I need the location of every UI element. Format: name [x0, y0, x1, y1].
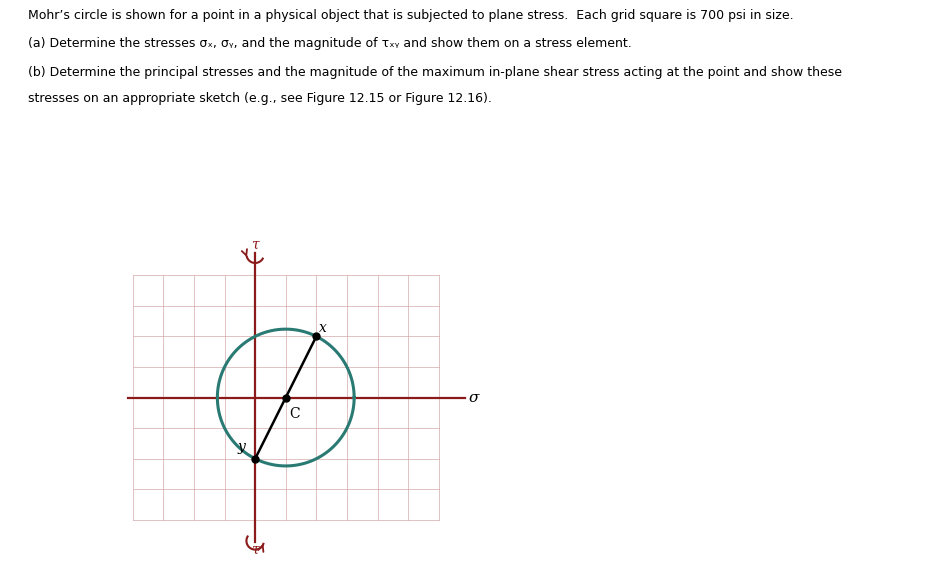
Text: Mohr’s circle is shown for a point in a physical object that is subjected to pla: Mohr’s circle is shown for a point in a … — [28, 9, 794, 22]
Text: stresses on an appropriate sketch (e.g., see Figure 12.15 or Figure 12.16).: stresses on an appropriate sketch (e.g.,… — [28, 92, 492, 105]
Text: y: y — [238, 440, 245, 454]
Text: τ: τ — [252, 238, 259, 252]
Text: x: x — [319, 321, 327, 335]
Text: σ: σ — [468, 391, 479, 404]
Text: (b) Determine the principal stresses and the magnitude of the maximum in-plane s: (b) Determine the principal stresses and… — [28, 66, 843, 79]
Text: C: C — [289, 407, 300, 421]
Text: τ: τ — [252, 543, 259, 557]
Text: (a) Determine the stresses σₓ, σᵧ, and the magnitude of τₓᵧ and show them on a s: (a) Determine the stresses σₓ, σᵧ, and t… — [28, 37, 633, 50]
